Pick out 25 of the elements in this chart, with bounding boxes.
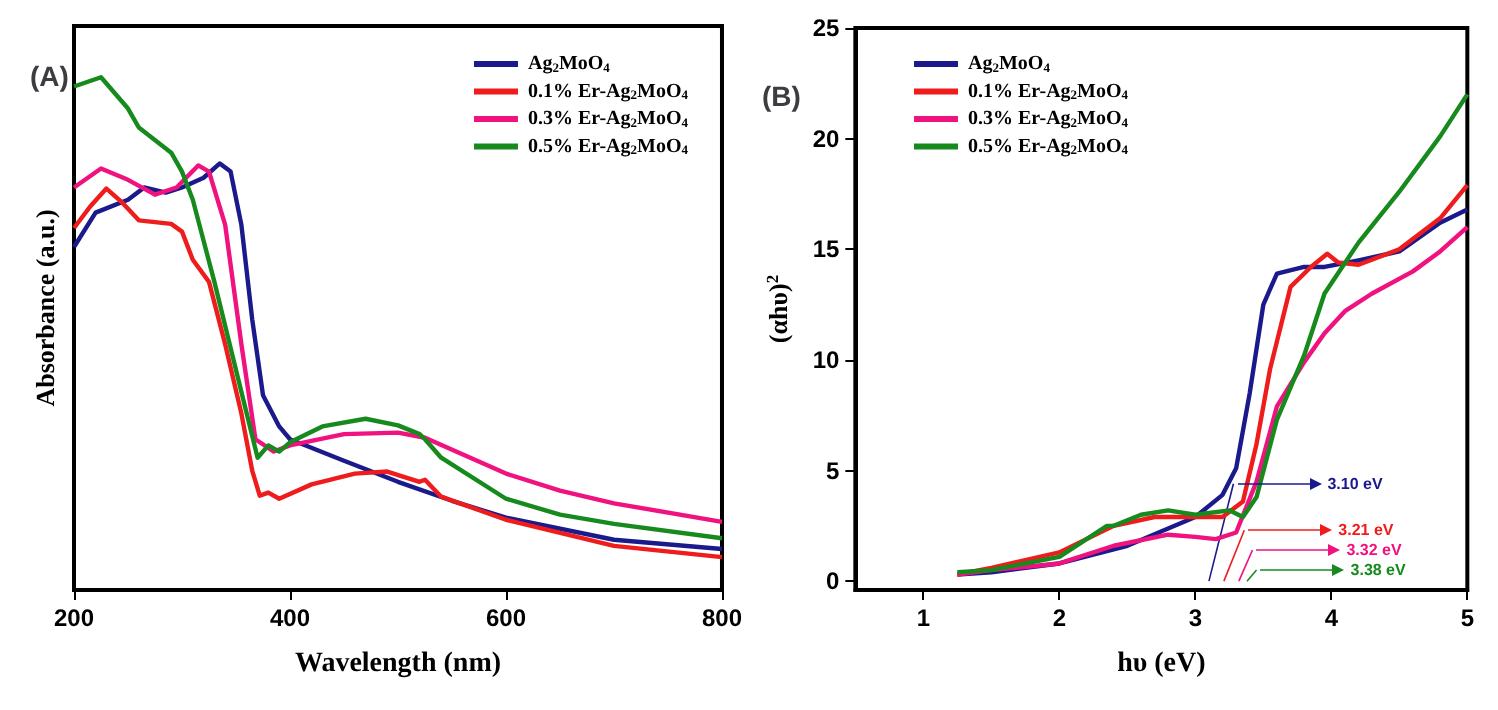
x-tick-label: 600 — [485, 604, 527, 632]
y-tick-label: 5 — [825, 456, 840, 485]
x-tick-label: 3 — [1188, 604, 1203, 632]
x-tick-label: 400 — [269, 604, 311, 632]
x-axis-title: Wavelength (nm) — [294, 649, 502, 679]
chart-title: (A) — [30, 60, 69, 92]
y-tick-label: 25 — [812, 14, 840, 42]
y-tick-label: 15 — [812, 235, 840, 264]
annotation: 3.10 eV — [1327, 474, 1384, 493]
x-axis-title: hυ (eV) — [1117, 649, 1207, 679]
x-tick-label: 1 — [916, 604, 931, 632]
text: (B) — [762, 80, 801, 112]
y-tick-label: 20 — [812, 124, 840, 153]
y-tick-label: 10 — [812, 345, 840, 374]
x-tick-label: 800 — [701, 604, 743, 632]
x-tick-label: 2 — [1052, 604, 1067, 632]
annotation: 3.38 eV — [1350, 561, 1408, 580]
y-axis-title: (αhυ)2 — [762, 274, 793, 344]
x-tick-label: 200 — [53, 604, 95, 632]
x-tick-label: 5 — [1460, 604, 1475, 632]
x-tick-label: 4 — [1324, 604, 1339, 632]
y-axis-title: Absorbance (a.u.) — [30, 209, 60, 407]
annotation: 3.21 eV — [1338, 521, 1395, 540]
y-tick-label: 0 — [825, 567, 840, 596]
annotation: 3.32 eV — [1346, 541, 1403, 560]
